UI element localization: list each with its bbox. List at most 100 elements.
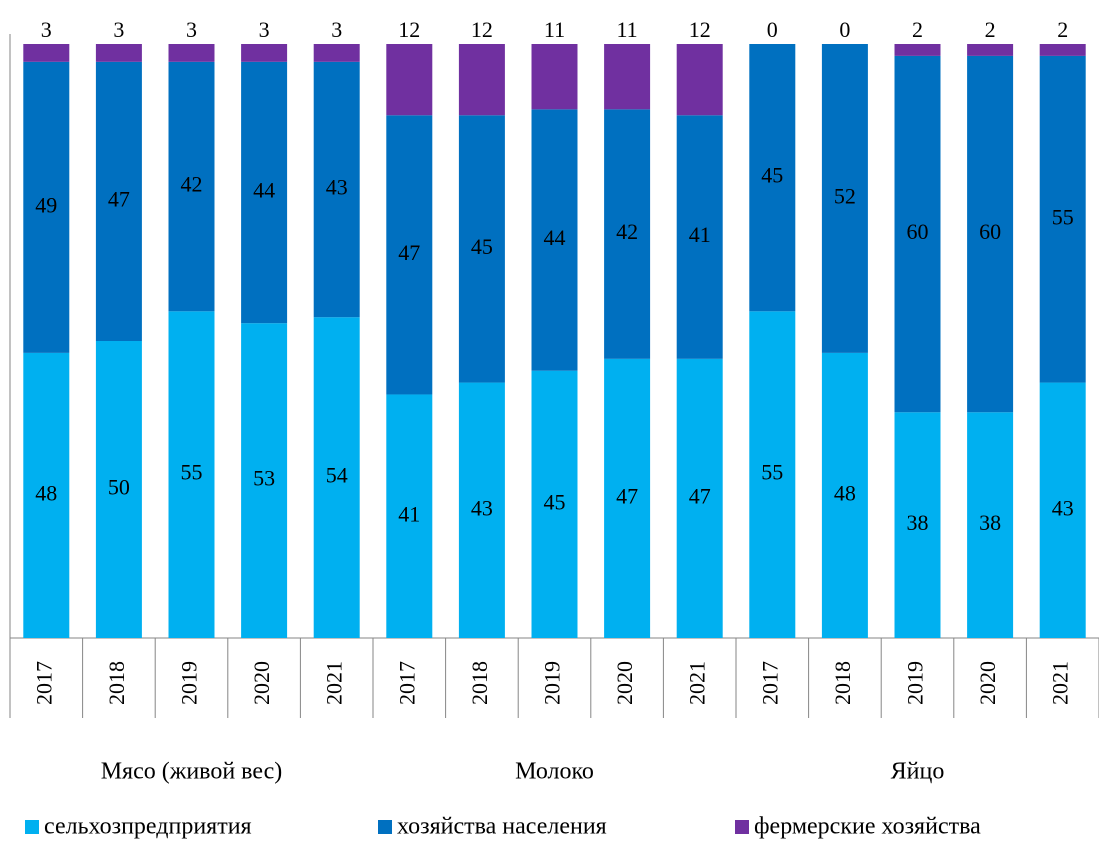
group-label: Яйцо <box>891 759 945 785</box>
legend-swatch <box>735 820 749 834</box>
data-label: 3 <box>331 17 342 42</box>
bar-segment <box>894 412 941 638</box>
data-label: 45 <box>471 234 493 259</box>
bar-segment <box>23 352 70 638</box>
bar-segment <box>386 115 433 395</box>
group-label: Молоко <box>515 759 594 785</box>
bar-segment <box>821 352 868 638</box>
bar-segment <box>95 341 142 638</box>
x-tick-label: 2021 <box>685 661 710 705</box>
data-label: 3 <box>259 17 270 42</box>
x-tick-label: 2018 <box>467 661 492 705</box>
bar-segment <box>95 61 142 341</box>
bar-segment <box>676 358 723 638</box>
data-label: 53 <box>253 466 275 491</box>
x-tick-label: 2017 <box>757 661 782 705</box>
bar-segment <box>386 394 433 638</box>
legend-swatch <box>378 820 392 834</box>
bar-segment <box>604 44 651 110</box>
data-label: 44 <box>544 225 566 250</box>
bar-segment <box>1039 44 1086 56</box>
bar-segment <box>1039 55 1086 383</box>
data-label: 55 <box>761 460 783 485</box>
data-label: 0 <box>839 17 850 42</box>
data-label: 38 <box>907 510 929 535</box>
data-label: 49 <box>35 192 57 217</box>
data-label: 41 <box>689 222 711 247</box>
data-label: 11 <box>544 17 565 42</box>
data-label: 44 <box>253 178 275 203</box>
data-label: 47 <box>689 483 711 508</box>
data-label: 43 <box>326 175 348 200</box>
x-tick-label: 2019 <box>903 661 928 705</box>
x-tick-label: 2018 <box>830 661 855 705</box>
data-label: 43 <box>1052 495 1074 520</box>
data-label: 45 <box>761 163 783 188</box>
bar-segment <box>676 115 723 359</box>
data-label: 2 <box>912 17 923 42</box>
bar-segment <box>95 44 142 62</box>
x-tick-label: 2021 <box>322 661 347 705</box>
bar-segment <box>386 44 433 116</box>
legend-label: фермерские хозяйства <box>754 814 981 840</box>
bar-segment <box>241 323 288 638</box>
data-label: 52 <box>834 183 856 208</box>
data-label: 47 <box>616 483 638 508</box>
data-label: 43 <box>471 495 493 520</box>
x-tick-label: 2019 <box>177 661 202 705</box>
x-tick-label: 2020 <box>975 661 1000 705</box>
bar-segment <box>168 311 215 638</box>
data-label: 48 <box>35 480 57 505</box>
bar-segment <box>967 44 1014 56</box>
bar-segment <box>894 55 941 413</box>
data-label: 45 <box>544 489 566 514</box>
data-label: 42 <box>616 219 638 244</box>
legend-swatch <box>25 820 39 834</box>
bar-segment <box>967 412 1014 638</box>
bar-segment <box>749 311 796 638</box>
bar-segment <box>458 115 505 383</box>
x-tick-label: 2019 <box>540 661 565 705</box>
x-tick-label: 2017 <box>394 661 419 705</box>
data-label: 2 <box>1057 17 1068 42</box>
x-tick-label: 2021 <box>1048 661 1073 705</box>
data-label: 42 <box>181 172 203 197</box>
data-label: 60 <box>979 219 1001 244</box>
bar-segment <box>458 382 505 638</box>
bar-segment <box>821 44 868 353</box>
data-label: 12 <box>398 17 420 42</box>
x-tick-label: 2020 <box>249 661 274 705</box>
data-label: 3 <box>186 17 197 42</box>
data-label: 47 <box>108 186 130 211</box>
bar-segment <box>604 109 651 359</box>
bar-segment <box>676 44 723 116</box>
legend-label: сельхозпредприятия <box>44 814 252 840</box>
data-label: 0 <box>767 17 778 42</box>
legend-label: хозяйства населения <box>397 814 607 840</box>
bar-segment <box>604 358 651 638</box>
bar-segment <box>531 370 578 638</box>
bar-segment <box>531 44 578 110</box>
group-label: Мясо (живой вес) <box>101 759 283 785</box>
data-label: 11 <box>617 17 638 42</box>
bar-segment <box>531 109 578 371</box>
x-tick-label: 2018 <box>104 661 129 705</box>
bar-segment <box>241 61 288 324</box>
bar-segment <box>168 44 215 62</box>
x-tick-label: 2020 <box>612 661 637 705</box>
data-label: 12 <box>471 17 493 42</box>
data-label: 60 <box>907 219 929 244</box>
bar-segment <box>749 44 796 312</box>
data-label: 38 <box>979 510 1001 535</box>
bar-segment <box>313 44 360 62</box>
data-label: 3 <box>41 17 52 42</box>
data-label: 41 <box>398 501 420 526</box>
bar-segment <box>458 44 505 116</box>
data-label: 55 <box>181 460 203 485</box>
data-label: 47 <box>398 240 420 265</box>
bar-segment <box>313 61 360 318</box>
bar-segment <box>967 55 1014 413</box>
data-label: 55 <box>1052 204 1074 229</box>
data-label: 48 <box>834 480 856 505</box>
